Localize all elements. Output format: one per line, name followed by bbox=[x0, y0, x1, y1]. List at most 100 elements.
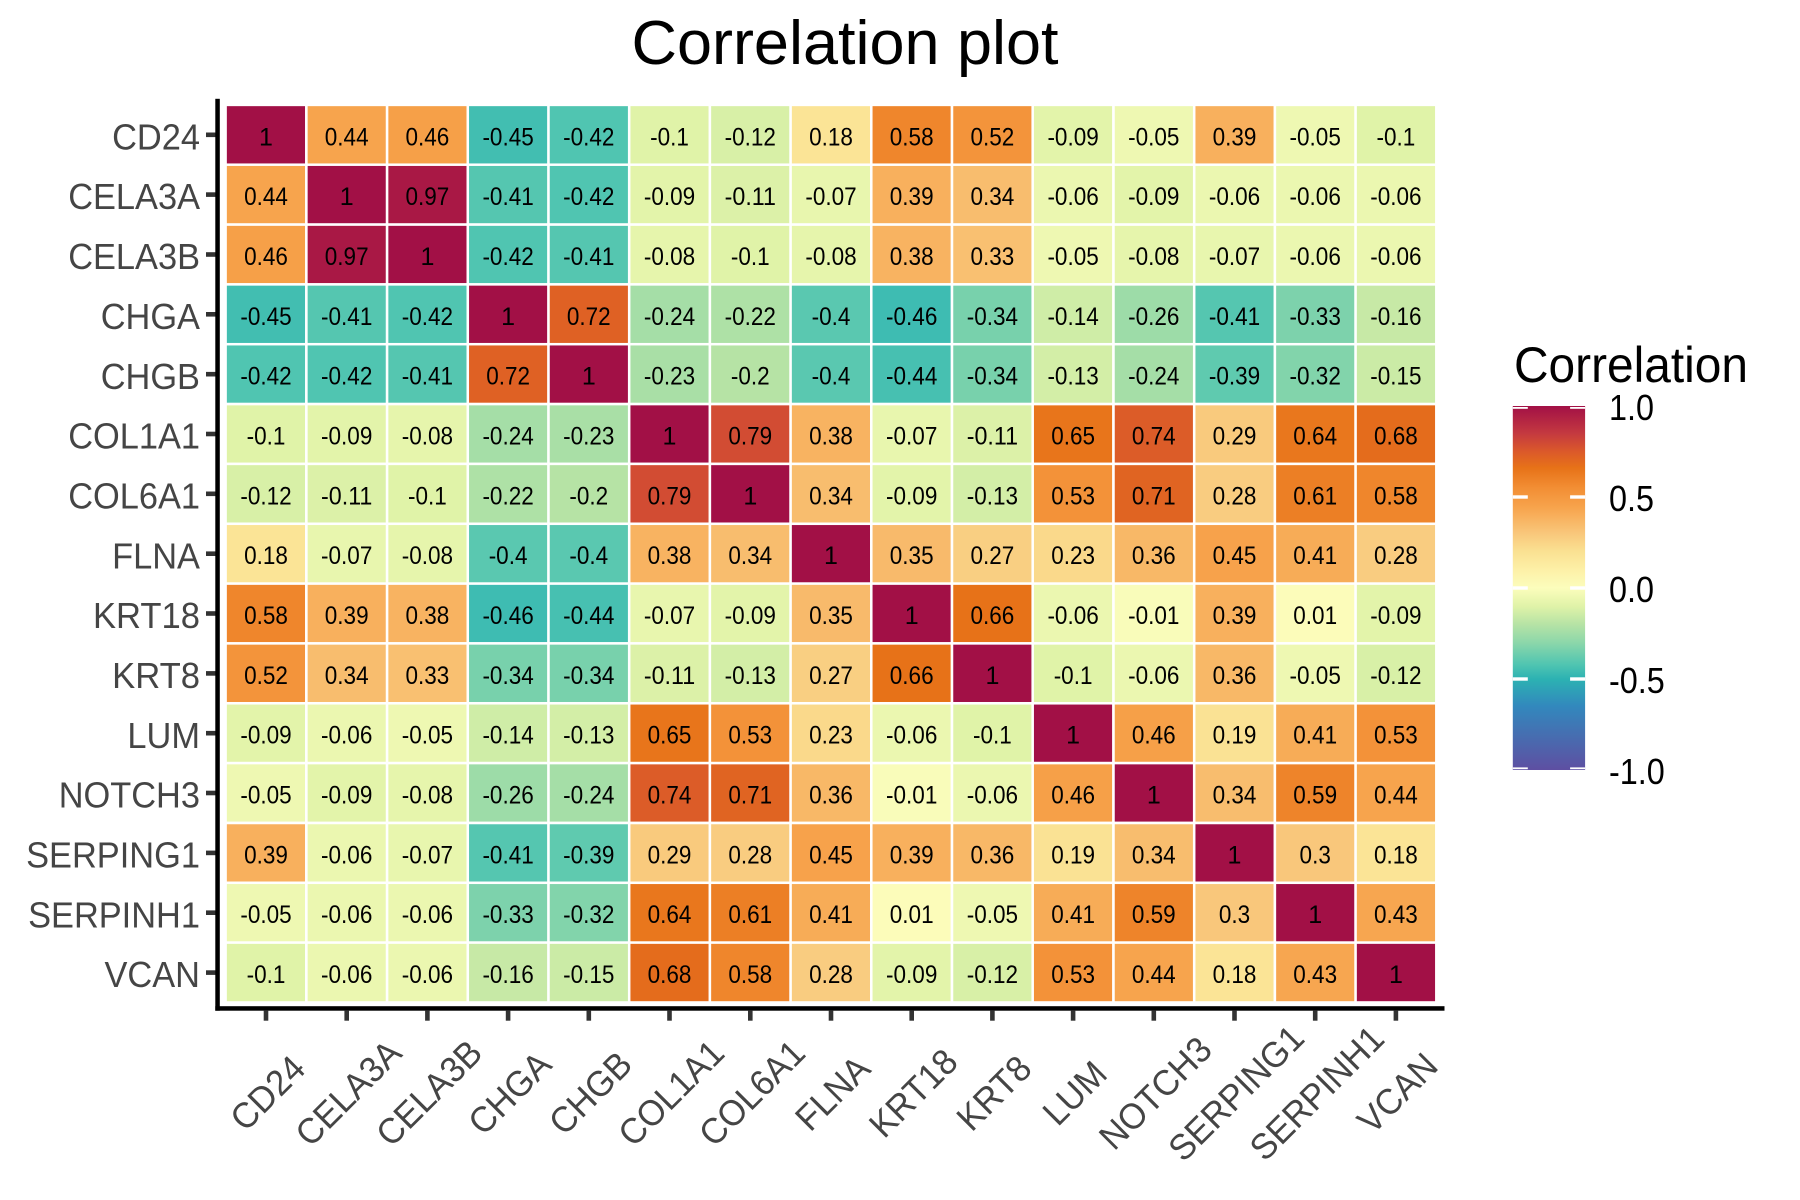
svg-text:-0.05: -0.05 bbox=[1128, 123, 1179, 151]
svg-text:1: 1 bbox=[1308, 901, 1322, 929]
svg-text:-0.09: -0.09 bbox=[886, 482, 937, 510]
svg-text:VCAN: VCAN bbox=[105, 954, 201, 995]
svg-text:0.0: 0.0 bbox=[1609, 569, 1654, 610]
svg-text:0.19: 0.19 bbox=[1051, 841, 1095, 869]
svg-text:-0.34: -0.34 bbox=[482, 662, 533, 690]
svg-text:KRT8: KRT8 bbox=[112, 655, 200, 696]
svg-text:-0.4: -0.4 bbox=[489, 542, 528, 570]
svg-text:-0.1: -0.1 bbox=[1054, 662, 1093, 690]
svg-text:-0.32: -0.32 bbox=[1290, 363, 1341, 391]
svg-text:-0.42: -0.42 bbox=[563, 123, 614, 151]
svg-text:-0.07: -0.07 bbox=[402, 841, 453, 869]
svg-text:-0.06: -0.06 bbox=[1290, 183, 1341, 211]
svg-text:0.53: 0.53 bbox=[1374, 722, 1418, 750]
svg-text:0.5: 0.5 bbox=[1609, 478, 1654, 519]
svg-text:-0.07: -0.07 bbox=[805, 183, 856, 211]
svg-text:-0.06: -0.06 bbox=[321, 841, 372, 869]
svg-text:0.18: 0.18 bbox=[1374, 841, 1418, 869]
svg-text:0.45: 0.45 bbox=[809, 841, 853, 869]
svg-text:0.61: 0.61 bbox=[728, 901, 772, 929]
svg-text:-0.06: -0.06 bbox=[1047, 602, 1098, 630]
svg-text:-0.08: -0.08 bbox=[805, 243, 856, 271]
svg-text:Correlation: Correlation bbox=[1514, 337, 1748, 393]
svg-text:0.39: 0.39 bbox=[1213, 602, 1257, 630]
svg-text:0.97: 0.97 bbox=[406, 183, 450, 211]
svg-text:0.44: 0.44 bbox=[1132, 961, 1176, 989]
svg-text:1.0: 1.0 bbox=[1609, 387, 1654, 428]
svg-text:-0.05: -0.05 bbox=[1290, 123, 1341, 151]
svg-text:COL1A1: COL1A1 bbox=[68, 416, 200, 457]
svg-text:-0.42: -0.42 bbox=[402, 303, 453, 331]
svg-text:0.59: 0.59 bbox=[1293, 782, 1337, 810]
svg-text:0.74: 0.74 bbox=[1132, 423, 1176, 451]
svg-text:-0.26: -0.26 bbox=[1128, 303, 1179, 331]
svg-text:1: 1 bbox=[420, 243, 434, 271]
svg-text:-0.07: -0.07 bbox=[1209, 243, 1260, 271]
svg-text:-0.06: -0.06 bbox=[321, 961, 372, 989]
svg-text:-0.41: -0.41 bbox=[321, 303, 372, 331]
svg-text:CHGB: CHGB bbox=[101, 356, 200, 397]
svg-text:0.33: 0.33 bbox=[971, 243, 1015, 271]
svg-text:0.41: 0.41 bbox=[1293, 722, 1337, 750]
svg-text:0.59: 0.59 bbox=[1132, 901, 1176, 929]
svg-text:1: 1 bbox=[582, 363, 596, 391]
svg-text:-0.05: -0.05 bbox=[1290, 662, 1341, 690]
svg-text:-0.05: -0.05 bbox=[402, 722, 453, 750]
svg-text:-0.34: -0.34 bbox=[967, 303, 1018, 331]
svg-text:-0.26: -0.26 bbox=[482, 782, 533, 810]
svg-text:-0.34: -0.34 bbox=[563, 662, 614, 690]
svg-text:0.46: 0.46 bbox=[406, 123, 450, 151]
svg-text:0.68: 0.68 bbox=[648, 961, 692, 989]
svg-text:0.01: 0.01 bbox=[890, 901, 934, 929]
svg-text:0.45: 0.45 bbox=[1213, 542, 1257, 570]
svg-text:0.38: 0.38 bbox=[809, 423, 853, 451]
svg-text:-0.12: -0.12 bbox=[967, 961, 1018, 989]
svg-text:-0.39: -0.39 bbox=[563, 841, 614, 869]
svg-text:-0.11: -0.11 bbox=[725, 183, 776, 211]
svg-text:-0.09: -0.09 bbox=[321, 423, 372, 451]
svg-text:-0.08: -0.08 bbox=[402, 423, 453, 451]
svg-text:0.38: 0.38 bbox=[890, 243, 934, 271]
svg-text:-0.07: -0.07 bbox=[644, 602, 695, 630]
svg-text:-0.11: -0.11 bbox=[321, 482, 372, 510]
svg-text:0.41: 0.41 bbox=[809, 901, 853, 929]
svg-text:-0.1: -0.1 bbox=[731, 243, 770, 271]
svg-text:0.61: 0.61 bbox=[1293, 482, 1337, 510]
svg-text:-0.1: -0.1 bbox=[1377, 123, 1416, 151]
svg-text:0.71: 0.71 bbox=[1132, 482, 1176, 510]
svg-text:-0.44: -0.44 bbox=[563, 602, 614, 630]
svg-text:-0.33: -0.33 bbox=[1290, 303, 1341, 331]
svg-text:-0.08: -0.08 bbox=[644, 243, 695, 271]
svg-text:SERPINH1: SERPINH1 bbox=[28, 894, 200, 935]
svg-text:-0.41: -0.41 bbox=[402, 363, 453, 391]
svg-text:0.36: 0.36 bbox=[809, 782, 853, 810]
svg-text:0.36: 0.36 bbox=[1132, 542, 1176, 570]
svg-text:-0.23: -0.23 bbox=[644, 363, 695, 391]
svg-text:CD24: CD24 bbox=[112, 116, 200, 157]
svg-text:0.28: 0.28 bbox=[1213, 482, 1257, 510]
svg-text:0.53: 0.53 bbox=[728, 722, 772, 750]
svg-text:1: 1 bbox=[1389, 961, 1403, 989]
svg-text:-0.24: -0.24 bbox=[482, 423, 533, 451]
svg-text:-0.06: -0.06 bbox=[402, 961, 453, 989]
svg-text:CHGA: CHGA bbox=[101, 296, 200, 337]
svg-text:-0.01: -0.01 bbox=[886, 782, 937, 810]
svg-text:KRT18: KRT18 bbox=[93, 595, 200, 636]
svg-text:0.28: 0.28 bbox=[809, 961, 853, 989]
svg-text:-0.13: -0.13 bbox=[1047, 363, 1098, 391]
svg-text:-0.08: -0.08 bbox=[402, 542, 453, 570]
svg-text:0.65: 0.65 bbox=[1051, 423, 1095, 451]
svg-text:FLNA: FLNA bbox=[112, 535, 200, 576]
svg-text:-0.13: -0.13 bbox=[563, 722, 614, 750]
svg-text:1: 1 bbox=[1066, 722, 1080, 750]
svg-text:0.43: 0.43 bbox=[1374, 901, 1418, 929]
svg-text:1: 1 bbox=[824, 542, 838, 570]
svg-text:-0.1: -0.1 bbox=[650, 123, 689, 151]
svg-text:0.39: 0.39 bbox=[325, 602, 369, 630]
svg-text:0.79: 0.79 bbox=[728, 423, 772, 451]
svg-text:0.38: 0.38 bbox=[406, 602, 450, 630]
svg-text:0.64: 0.64 bbox=[648, 901, 692, 929]
svg-text:0.41: 0.41 bbox=[1051, 901, 1095, 929]
svg-text:0.46: 0.46 bbox=[1132, 722, 1176, 750]
svg-text:-0.06: -0.06 bbox=[402, 901, 453, 929]
